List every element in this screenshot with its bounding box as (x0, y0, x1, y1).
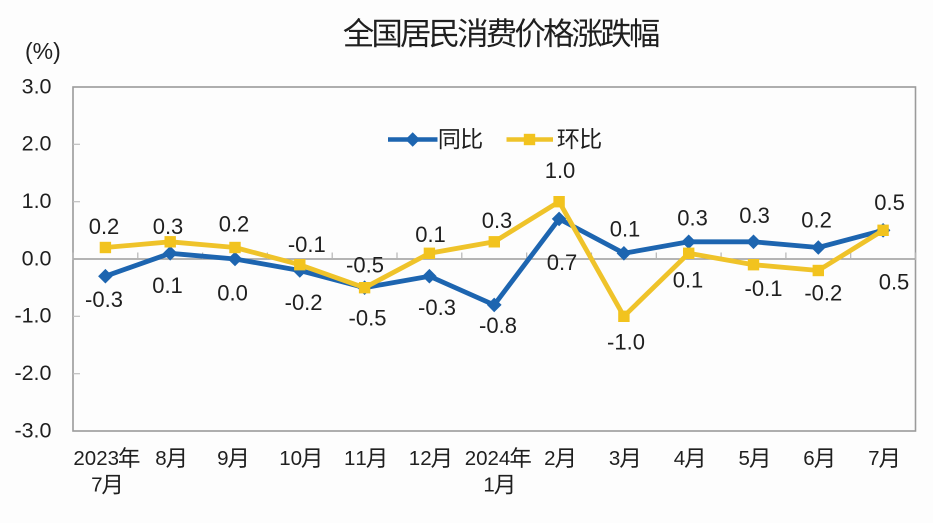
svg-text:-1.0: -1.0 (14, 304, 51, 328)
svg-text:-0.1: -0.1 (745, 276, 783, 301)
svg-text:8: 8 (155, 447, 166, 470)
svg-text:0.2: 0.2 (219, 211, 250, 236)
svg-text:0.0: 0.0 (22, 246, 52, 270)
svg-text:-1.0: -1.0 (607, 329, 645, 354)
svg-text:-0.2: -0.2 (285, 290, 323, 315)
svg-text:0.1: 0.1 (152, 273, 183, 298)
svg-text:-0.3: -0.3 (85, 287, 123, 312)
svg-text:0: 0 (476, 447, 487, 470)
svg-text:0.0: 0.0 (217, 280, 248, 305)
svg-text:-3.0: -3.0 (14, 418, 51, 442)
svg-text:9: 9 (217, 447, 228, 470)
svg-text:-0.2: -0.2 (804, 281, 842, 306)
svg-text:4: 4 (674, 447, 685, 470)
svg-text:0.1: 0.1 (673, 267, 704, 292)
svg-text:-0.5: -0.5 (346, 253, 384, 278)
svg-text:-0.3: -0.3 (418, 295, 456, 320)
svg-text:2: 2 (96, 447, 107, 470)
svg-text:3.0: 3.0 (22, 74, 52, 98)
svg-text:6: 6 (803, 447, 814, 470)
svg-text:5: 5 (738, 447, 749, 470)
svg-text:-2.0: -2.0 (14, 361, 51, 385)
svg-text:7: 7 (91, 473, 102, 496)
svg-text:0.7: 0.7 (547, 250, 578, 275)
svg-text:0.5: 0.5 (874, 190, 905, 215)
svg-text:3: 3 (609, 447, 620, 470)
svg-text:1: 1 (409, 447, 420, 470)
svg-text:1.0: 1.0 (545, 158, 576, 183)
svg-text:2: 2 (487, 447, 498, 470)
svg-text:(%): (%) (25, 38, 61, 64)
svg-text:1: 1 (483, 473, 494, 496)
svg-text:2.0: 2.0 (22, 132, 52, 156)
svg-text:1: 1 (344, 447, 355, 470)
svg-text:1: 1 (355, 447, 366, 470)
svg-text:2: 2 (73, 447, 84, 470)
svg-text:2: 2 (544, 447, 555, 470)
svg-text:4: 4 (499, 447, 510, 470)
svg-text:0.2: 0.2 (89, 214, 120, 239)
svg-text:0.5: 0.5 (879, 270, 910, 295)
svg-text:2: 2 (420, 447, 431, 470)
svg-text:0: 0 (85, 447, 96, 470)
svg-text:0.3: 0.3 (153, 214, 184, 239)
svg-text:0.3: 0.3 (739, 203, 770, 228)
svg-text:1: 1 (279, 447, 290, 470)
svg-text:0: 0 (291, 447, 302, 470)
svg-text:0.1: 0.1 (415, 222, 446, 247)
svg-text:0.2: 0.2 (801, 208, 832, 233)
svg-text:7: 7 (868, 447, 879, 470)
svg-text:2: 2 (465, 447, 476, 470)
svg-text:-0.5: -0.5 (349, 305, 387, 330)
svg-text:-0.1: -0.1 (288, 232, 326, 257)
svg-text:-0.8: -0.8 (479, 313, 517, 338)
svg-text:1.0: 1.0 (22, 189, 52, 213)
svg-text:0.1: 0.1 (610, 216, 641, 241)
svg-text:0.3: 0.3 (677, 205, 708, 230)
svg-text:0.3: 0.3 (482, 208, 513, 233)
svg-text:3: 3 (108, 447, 119, 470)
